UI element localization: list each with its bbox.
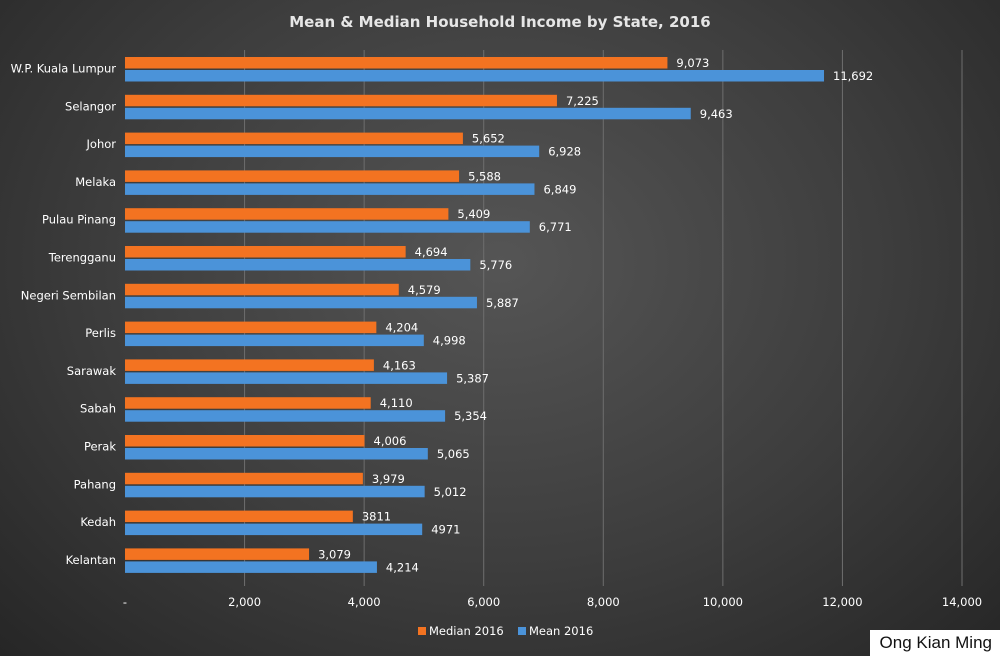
legend-label: Median 2016 bbox=[429, 624, 504, 638]
data-label: 3811 bbox=[362, 510, 391, 524]
data-label: 9,073 bbox=[676, 56, 709, 70]
mean-bar bbox=[125, 485, 425, 498]
data-label: 3,979 bbox=[372, 472, 405, 486]
mean-bar bbox=[125, 296, 477, 309]
mean-bar bbox=[125, 259, 471, 271]
median-bar bbox=[125, 170, 460, 182]
data-label: 4971 bbox=[431, 523, 460, 537]
category-label: Johor bbox=[86, 137, 117, 151]
median-bar bbox=[125, 321, 377, 334]
mean-bar bbox=[125, 145, 540, 158]
x-tick-label: 8,000 bbox=[587, 595, 620, 609]
chart-title: Mean & Median Household Income by State,… bbox=[289, 13, 710, 31]
data-label: 4,163 bbox=[383, 358, 416, 372]
data-label: 6,771 bbox=[539, 220, 572, 234]
mean-bar bbox=[125, 410, 446, 422]
category-label: Pulau Pinang bbox=[42, 213, 116, 227]
data-label: 6,928 bbox=[548, 145, 581, 159]
category-label: Negeri Sembilan bbox=[21, 288, 116, 302]
author-credit: Ong Kian Ming bbox=[869, 630, 1000, 656]
mean-bar bbox=[125, 372, 448, 384]
category-label: Perak bbox=[84, 440, 116, 454]
mean-bar bbox=[125, 183, 535, 195]
category-label: Terengganu bbox=[48, 251, 116, 265]
median-bar bbox=[125, 94, 557, 107]
data-label: 5,012 bbox=[434, 485, 467, 499]
median-bar bbox=[125, 397, 371, 409]
mean-bar bbox=[125, 334, 424, 347]
category-label: Pahang bbox=[74, 477, 116, 491]
legend: Median 2016 Mean 2016 bbox=[418, 624, 593, 638]
mean-bar bbox=[125, 107, 691, 120]
category-label: W.P. Kuala Lumpur bbox=[11, 62, 117, 76]
mean-bar bbox=[125, 221, 530, 233]
data-label: 11,692 bbox=[833, 69, 873, 83]
data-label: 9,463 bbox=[700, 107, 733, 121]
mean-bar bbox=[125, 448, 428, 460]
x-tick-label: - bbox=[123, 595, 127, 609]
legend-label: Mean 2016 bbox=[529, 624, 593, 638]
x-tick-label: 6,000 bbox=[467, 595, 500, 609]
median-bar bbox=[125, 57, 668, 69]
median-bar bbox=[125, 359, 374, 371]
x-tick-label: 2,000 bbox=[228, 595, 261, 609]
category-label: Perlis bbox=[85, 326, 116, 340]
median-bar bbox=[125, 435, 365, 447]
data-labels: 9,073 11,692 7,225 9,463 5,652 6,928 5,588 6,84… bbox=[318, 56, 873, 574]
data-label: 5,387 bbox=[456, 371, 489, 385]
legend-swatch bbox=[518, 627, 526, 635]
category-label: Kelantan bbox=[66, 553, 116, 567]
data-label: 6,849 bbox=[543, 182, 576, 196]
mean-bar bbox=[125, 523, 423, 536]
x-tick-label: 14,000 bbox=[942, 595, 982, 609]
median-bar bbox=[125, 510, 353, 523]
data-label: 5,588 bbox=[468, 169, 501, 183]
data-label: 5,652 bbox=[472, 132, 505, 146]
data-label: 5,409 bbox=[457, 207, 490, 221]
category-label: Sabah bbox=[80, 402, 116, 416]
data-label: 4,110 bbox=[380, 396, 413, 410]
category-labels: W.P. Kuala Lumpur Selangor Johor Melaka Pula… bbox=[11, 62, 117, 567]
mean-bar bbox=[125, 561, 377, 573]
category-label: Kedah bbox=[80, 515, 116, 529]
median-bar bbox=[125, 548, 310, 560]
data-label: 5,887 bbox=[486, 296, 519, 310]
category-label: Selangor bbox=[65, 99, 116, 113]
median-bar bbox=[125, 472, 363, 485]
data-label: 4,998 bbox=[433, 334, 466, 348]
median-bar bbox=[125, 132, 463, 145]
gridlines bbox=[244, 50, 963, 586]
x-tick-label: 10,000 bbox=[703, 595, 743, 609]
data-label: 4,214 bbox=[386, 560, 419, 574]
bars bbox=[125, 57, 825, 573]
data-label: 4,006 bbox=[374, 434, 407, 448]
data-label: 5,776 bbox=[479, 258, 512, 272]
data-label: 3,079 bbox=[318, 547, 351, 561]
median-bar bbox=[125, 208, 449, 220]
median-bar bbox=[125, 283, 399, 296]
data-label: 7,225 bbox=[566, 94, 599, 108]
x-axis-ticks: - 2,000 4,000 6,000 8,000 10,000 12,000 14,000 bbox=[123, 595, 982, 609]
x-tick-label: 12,000 bbox=[822, 595, 862, 609]
data-label: 4,694 bbox=[415, 245, 448, 259]
category-label: Sarawak bbox=[67, 364, 117, 378]
data-label: 5,065 bbox=[437, 447, 470, 461]
data-label: 4,579 bbox=[408, 283, 441, 297]
x-tick-label: 4,000 bbox=[348, 595, 381, 609]
mean-bar bbox=[125, 70, 825, 82]
category-label: Melaka bbox=[75, 175, 116, 189]
legend-swatch bbox=[418, 627, 426, 635]
data-label: 5,354 bbox=[454, 409, 487, 423]
median-bar bbox=[125, 246, 406, 258]
data-label: 4,204 bbox=[385, 321, 418, 335]
